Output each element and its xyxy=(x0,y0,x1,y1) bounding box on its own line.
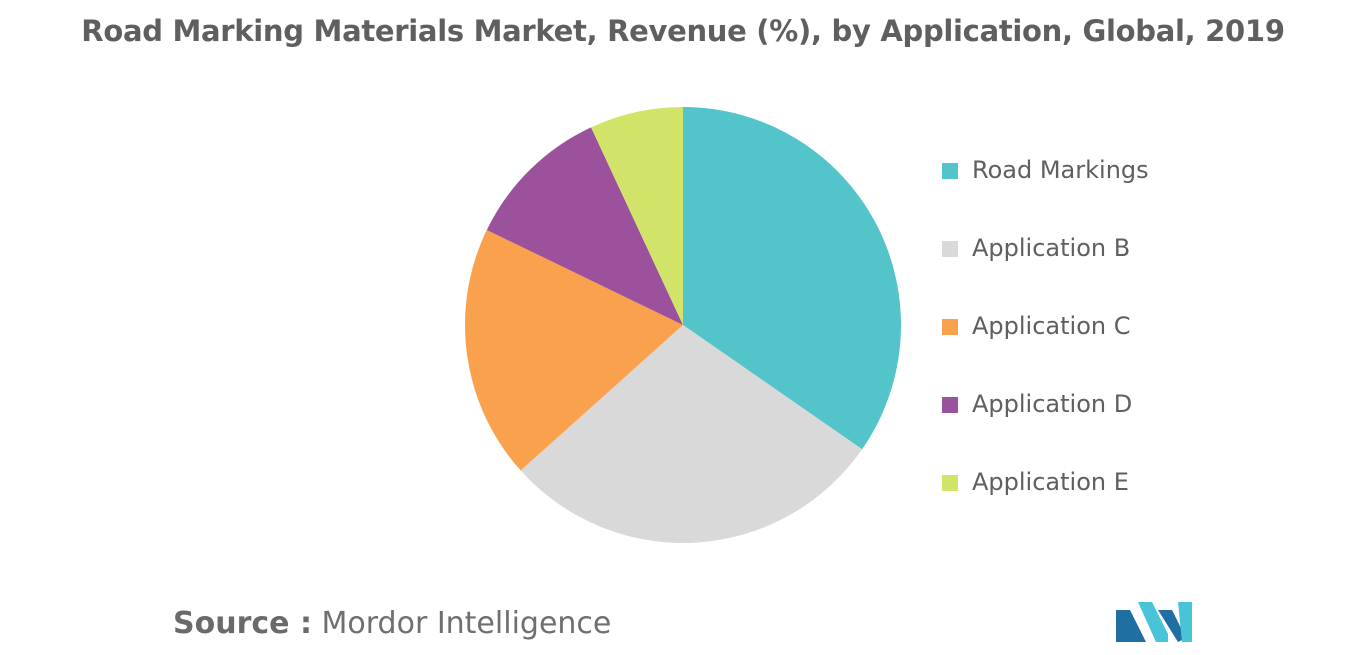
pie-slice-application-d xyxy=(486,127,683,326)
legend-item: Road Markings xyxy=(942,150,1149,228)
chart-title: Road Marking Materials Market, Revenue (… xyxy=(81,14,1285,48)
legend-swatch xyxy=(942,163,958,179)
pie-slice-road-markings xyxy=(683,107,901,450)
mordor-intelligence-logo-icon xyxy=(1116,602,1192,642)
legend-swatch xyxy=(942,397,958,413)
legend-item: Application B xyxy=(942,228,1149,306)
legend-swatch xyxy=(942,241,958,257)
logo-shape-left xyxy=(1116,610,1146,642)
legend-swatch xyxy=(942,475,958,491)
logo-shape-mid xyxy=(1138,602,1168,642)
legend-item: Application D xyxy=(942,384,1149,462)
legend-label: Road Markings xyxy=(972,156,1149,184)
legend-label: Application B xyxy=(972,234,1131,262)
legend-label: Application E xyxy=(972,468,1129,496)
logo-shape-right-a xyxy=(1158,610,1186,642)
pie-slice-application-e xyxy=(591,107,683,325)
legend-label: Application D xyxy=(972,390,1133,418)
source-note: Source : Mordor Intelligence xyxy=(173,606,611,641)
logo-shape-right-b xyxy=(1178,602,1192,642)
legend-item: Application E xyxy=(942,462,1149,540)
chart-legend: Road Markings Application B Application C A… xyxy=(942,150,1149,540)
legend-label: Application C xyxy=(972,312,1131,340)
pie-slice-application-b xyxy=(520,325,863,544)
legend-item: Application C xyxy=(942,306,1149,384)
source-text: Mordor Intelligence xyxy=(321,606,612,641)
legend-swatch xyxy=(942,319,958,335)
pie-slice-application-c xyxy=(464,229,683,471)
source-label: Source : xyxy=(173,606,312,641)
